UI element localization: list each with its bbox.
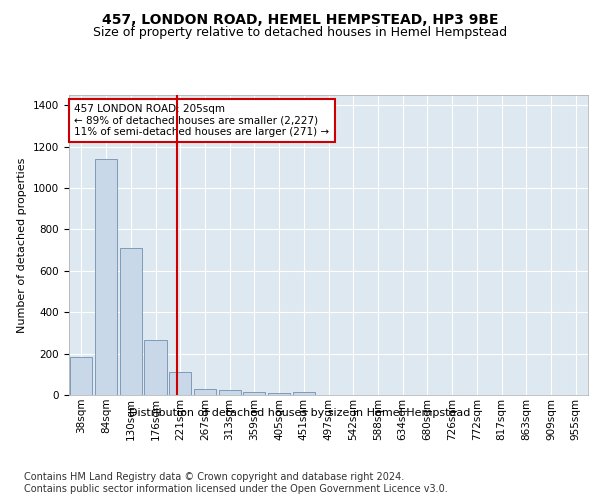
Bar [119, 248, 142, 395]
Bar [169, 372, 191, 395]
Bar [145, 340, 167, 395]
Text: Contains HM Land Registry data © Crown copyright and database right 2024.: Contains HM Land Registry data © Crown c… [24, 472, 404, 482]
Text: Contains public sector information licensed under the Open Government Licence v3: Contains public sector information licen… [24, 484, 448, 494]
Bar [218, 390, 241, 395]
Text: 457 LONDON ROAD: 205sqm
← 89% of detached houses are smaller (2,227)
11% of semi: 457 LONDON ROAD: 205sqm ← 89% of detache… [74, 104, 329, 137]
Y-axis label: Number of detached properties: Number of detached properties [17, 158, 28, 332]
Text: Size of property relative to detached houses in Hemel Hempstead: Size of property relative to detached ho… [93, 26, 507, 39]
Text: 457, LONDON ROAD, HEMEL HEMPSTEAD, HP3 9BE: 457, LONDON ROAD, HEMEL HEMPSTEAD, HP3 9… [102, 12, 498, 26]
Text: Distribution of detached houses by size in Hemel Hempstead: Distribution of detached houses by size … [130, 408, 470, 418]
Bar [95, 159, 117, 395]
Bar [70, 356, 92, 395]
Bar [293, 392, 315, 395]
Bar [268, 393, 290, 395]
Bar [194, 389, 216, 395]
Bar [243, 392, 265, 395]
